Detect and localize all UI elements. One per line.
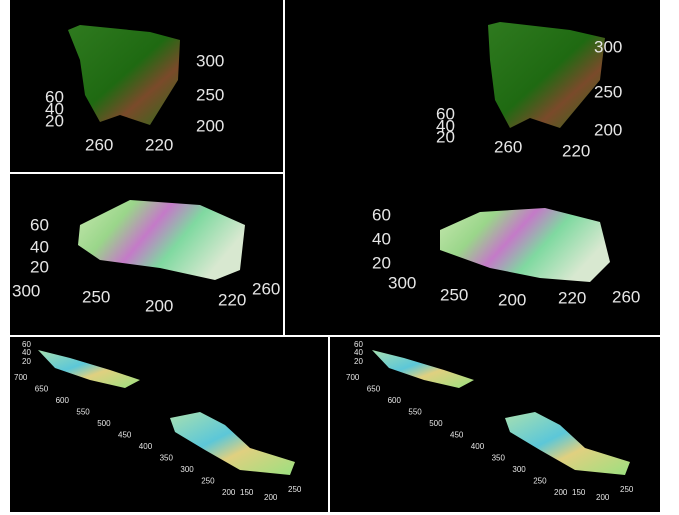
x-tick-label: 220 (562, 141, 590, 160)
panel (330, 337, 660, 512)
y-tick-label: 600 (388, 396, 402, 405)
x-tick-label: 150 (572, 488, 586, 497)
surface (170, 412, 295, 475)
y-tick-label: 250 (196, 85, 224, 104)
y-tick-label: 200 (145, 296, 173, 315)
z-tick-label: 60 (22, 340, 31, 349)
y-tick-label: 300 (180, 465, 194, 474)
y-tick-label: 550 (408, 408, 422, 417)
surface (68, 25, 180, 125)
x-tick-label: 260 (494, 137, 522, 156)
y-tick-label: 400 (471, 442, 485, 451)
y-tick-label: 250 (440, 285, 468, 304)
y-tick-label: 200 (498, 290, 526, 309)
z-tick-label: 60 (436, 104, 455, 123)
z-tick-label: 40 (30, 237, 49, 256)
y-tick-label: 650 (35, 385, 49, 394)
surface (488, 22, 605, 128)
z-tick-label: 60 (354, 340, 363, 349)
x-tick-label: 200 (596, 493, 610, 502)
y-tick-label: 350 (160, 454, 174, 463)
z-tick-label: 20 (30, 257, 49, 276)
z-tick-label: 40 (372, 229, 391, 248)
surface (440, 208, 610, 282)
y-tick-label: 250 (594, 82, 622, 101)
y-tick-label: 700 (14, 373, 28, 382)
x-tick-label: 250 (620, 485, 634, 494)
y-tick-label: 250 (82, 287, 110, 306)
x-tick-label: 220 (558, 288, 586, 307)
surface (505, 412, 630, 475)
x-tick-label: 250 (288, 485, 302, 494)
z-tick-label: 60 (372, 205, 391, 224)
z-tick-label: 40 (354, 348, 363, 357)
x-tick-label: 260 (252, 279, 280, 298)
z-tick-label: 40 (22, 348, 31, 357)
y-tick-label: 500 (97, 419, 111, 428)
z-tick-label: 20 (436, 127, 455, 146)
y-tick-label: 650 (367, 385, 381, 394)
x-tick-label: 260 (85, 135, 113, 154)
y-tick-label: 300 (12, 281, 40, 300)
y-tick-label: 300 (196, 51, 224, 70)
y-tick-label: 450 (118, 431, 132, 440)
y-tick-label: 300 (594, 37, 622, 56)
y-tick-label: 450 (450, 431, 464, 440)
y-tick-label: 500 (429, 419, 443, 428)
z-tick-label: 20 (372, 253, 391, 272)
z-tick-label: 40 (45, 99, 64, 118)
z-tick-label: 20 (45, 111, 64, 130)
x-tick-label: 260 (612, 287, 640, 306)
z-tick-label: 40 (436, 116, 455, 135)
x-tick-label: 150 (240, 488, 254, 497)
y-tick-label: 250 (533, 477, 547, 486)
z-tick-label: 20 (22, 357, 31, 366)
z-tick-label: 20 (354, 357, 363, 366)
y-tick-label: 550 (76, 408, 90, 417)
surface (38, 350, 140, 388)
panel (285, 0, 660, 172)
y-tick-label: 700 (346, 373, 360, 382)
y-tick-label: 200 (594, 120, 622, 139)
y-tick-label: 400 (139, 442, 153, 451)
z-tick-label: 60 (45, 87, 64, 106)
x-tick-label: 200 (264, 493, 278, 502)
x-tick-label: 220 (145, 135, 173, 154)
y-tick-label: 300 (512, 465, 526, 474)
y-tick-label: 250 (201, 477, 215, 486)
z-tick-label: 60 (30, 215, 49, 234)
y-tick-label: 350 (492, 454, 506, 463)
surface (372, 350, 474, 388)
y-tick-label: 200 (554, 488, 568, 497)
y-tick-label: 200 (222, 488, 236, 497)
y-tick-label: 200 (196, 116, 224, 135)
y-tick-label: 600 (56, 396, 70, 405)
x-tick-label: 220 (218, 290, 246, 309)
y-tick-label: 300 (388, 273, 416, 292)
surface (78, 200, 245, 280)
